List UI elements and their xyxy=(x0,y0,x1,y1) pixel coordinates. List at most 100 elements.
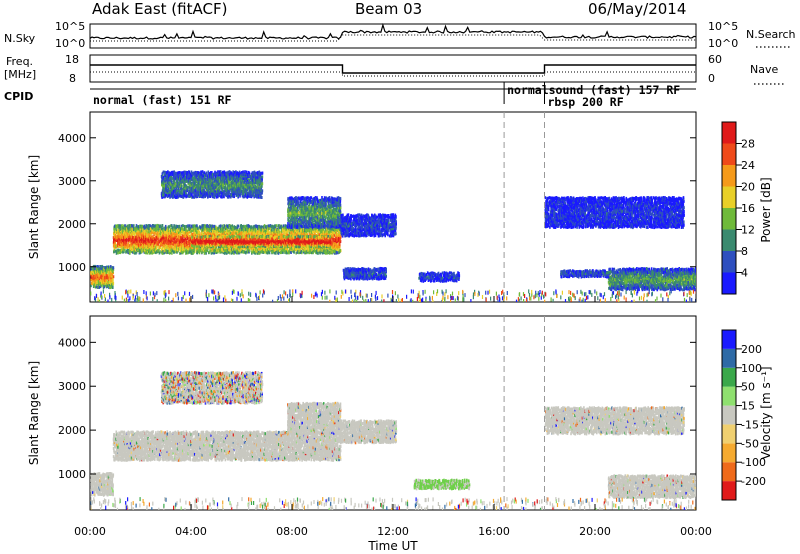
range-gate-cell xyxy=(240,250,243,254)
range-gate-cell xyxy=(158,240,160,244)
range-gate-cell xyxy=(142,228,144,232)
range-gate-cell xyxy=(151,237,154,241)
range-gate-cell xyxy=(221,229,223,233)
range-gate-cell xyxy=(229,248,231,252)
range-gate-cell xyxy=(155,251,157,255)
range-gate-cell xyxy=(119,245,121,249)
range-gate-cell xyxy=(196,224,198,228)
range-gate-cell xyxy=(131,224,133,228)
range-gate-cell xyxy=(243,225,246,229)
range-gate-cell xyxy=(258,224,261,228)
range-gate-cell xyxy=(212,224,214,228)
range-gate-cell xyxy=(126,235,129,239)
range-gate-cell xyxy=(138,230,140,234)
range-gate-cell xyxy=(150,242,152,246)
range-gate-cell xyxy=(295,251,297,255)
chart-title: Adak East (fitACF) xyxy=(92,0,227,18)
range-gate-cell xyxy=(114,238,116,242)
range-gate-cell xyxy=(212,232,214,236)
range-gate-cell xyxy=(300,227,303,231)
range-gate-cell xyxy=(140,237,143,241)
range-gate-cell xyxy=(145,232,147,236)
range-gate-cell xyxy=(339,238,341,242)
range-gate-cell xyxy=(301,233,304,237)
range-gate-cell xyxy=(297,249,299,253)
range-gate-cell xyxy=(224,225,227,229)
nsearch-tick-top: 10^5 xyxy=(708,20,738,33)
range-gate-cell xyxy=(245,227,248,231)
range-gate-cell xyxy=(117,229,119,233)
range-gate-cell xyxy=(213,232,215,236)
range-gate-cell xyxy=(249,228,251,232)
range-gate-cell xyxy=(153,228,155,232)
range-gate-cell xyxy=(154,241,156,245)
range-gate-cell xyxy=(177,229,180,232)
range-gate-cell xyxy=(120,233,122,237)
range-gate-cell xyxy=(169,248,171,252)
range-gate-cell xyxy=(248,249,251,253)
range-gate-cell xyxy=(222,231,224,235)
range-gate-cell xyxy=(162,230,165,234)
range-gate-cell xyxy=(190,250,192,254)
range-gate-cell xyxy=(237,250,240,254)
range-gate-cell xyxy=(269,247,272,251)
range-gate-cell xyxy=(245,225,247,228)
range-gate-cell xyxy=(208,232,210,236)
range-gate-cell xyxy=(116,235,118,239)
range-gate-cell xyxy=(288,231,291,235)
range-gate-cell xyxy=(287,250,290,254)
range-gate-cell xyxy=(197,236,200,239)
range-gate-cell xyxy=(201,233,204,237)
range-gate-cell xyxy=(224,251,226,255)
range-gate-cell xyxy=(143,229,146,233)
range-gate-cell xyxy=(147,241,149,245)
range-gate-cell xyxy=(114,241,116,245)
range-gate-cell xyxy=(243,233,246,237)
range-gate-cell xyxy=(241,248,244,252)
range-gate-cell xyxy=(135,235,137,239)
range-gate-cell xyxy=(126,244,129,247)
range-gate-cell xyxy=(227,231,229,235)
range-gate-cell xyxy=(113,235,116,239)
range-gate-cell xyxy=(292,229,295,233)
range-gate-cell xyxy=(172,241,175,245)
range-gate-cell xyxy=(189,226,192,230)
range-gate-cell xyxy=(300,250,303,253)
range-gate-cell xyxy=(169,224,172,228)
range-gate-cell xyxy=(196,251,198,255)
range-gate-cell xyxy=(282,250,284,254)
range-gate-cell xyxy=(285,247,287,251)
range-gate-cell xyxy=(113,250,115,254)
range-gate-cell xyxy=(176,225,179,228)
range-gate-cell xyxy=(160,238,162,241)
range-gate-cell xyxy=(184,249,187,253)
range-gate-cell xyxy=(176,232,178,236)
range-gate-cell xyxy=(162,244,164,247)
range-gate-cell xyxy=(184,237,187,241)
range-gate-cell xyxy=(218,227,221,231)
range-gate-cell xyxy=(294,233,297,237)
range-gate-cell xyxy=(290,248,292,252)
range-gate-cell xyxy=(201,250,203,254)
range-gate-cell xyxy=(143,236,145,240)
range-gate-cell xyxy=(187,247,190,251)
range-gate-cell xyxy=(239,232,241,236)
range-gate-cell xyxy=(147,234,149,238)
range-gate-cell xyxy=(196,249,198,253)
range-gate-cell xyxy=(196,248,198,252)
range-gate-cell xyxy=(202,224,204,228)
range-gate-cell xyxy=(188,250,191,254)
range-gate-cell xyxy=(299,232,301,236)
range-gate-cell xyxy=(149,224,151,228)
range-gate-cell xyxy=(258,247,261,251)
range-gate-cell xyxy=(297,229,300,233)
range-gate-cell xyxy=(213,251,216,255)
range-gate-cell xyxy=(164,241,167,245)
range-gate-cell xyxy=(139,235,142,239)
range-gate-cell xyxy=(230,226,233,230)
range-gate-cell xyxy=(270,247,273,251)
range-gate-cell xyxy=(182,224,184,228)
range-gate-cell xyxy=(185,228,187,232)
range-gate-cell xyxy=(224,248,226,252)
range-gate-cell xyxy=(143,224,146,228)
